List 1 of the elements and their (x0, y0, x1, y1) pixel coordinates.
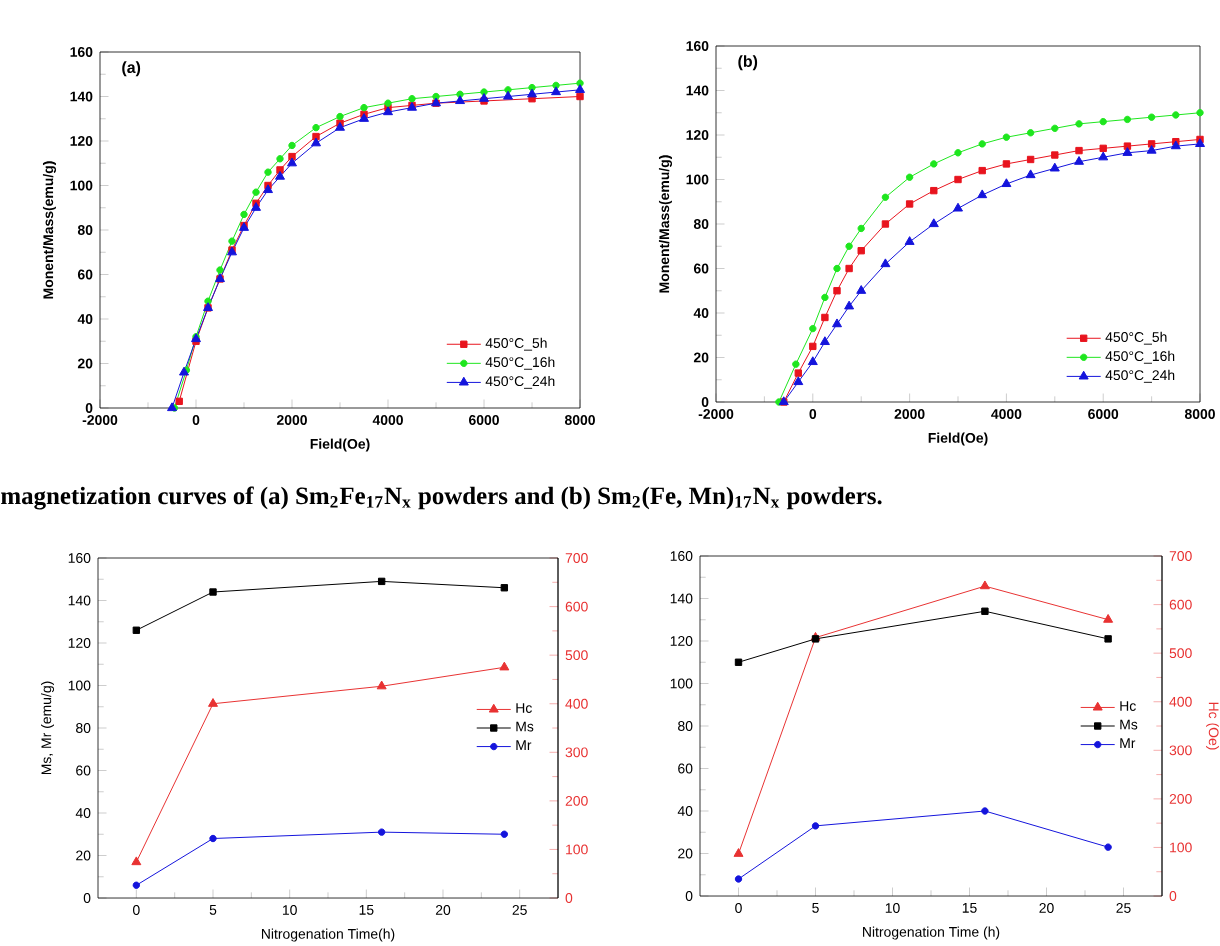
text: magnetization curves of (a) Sm$_{2}$Fe$_{17}$N$_{x}$ powders and (b) Sm$_{2}$(Fe, Mn)$_{17}$N$_{x}$ powders. (1, 486, 882, 510)
